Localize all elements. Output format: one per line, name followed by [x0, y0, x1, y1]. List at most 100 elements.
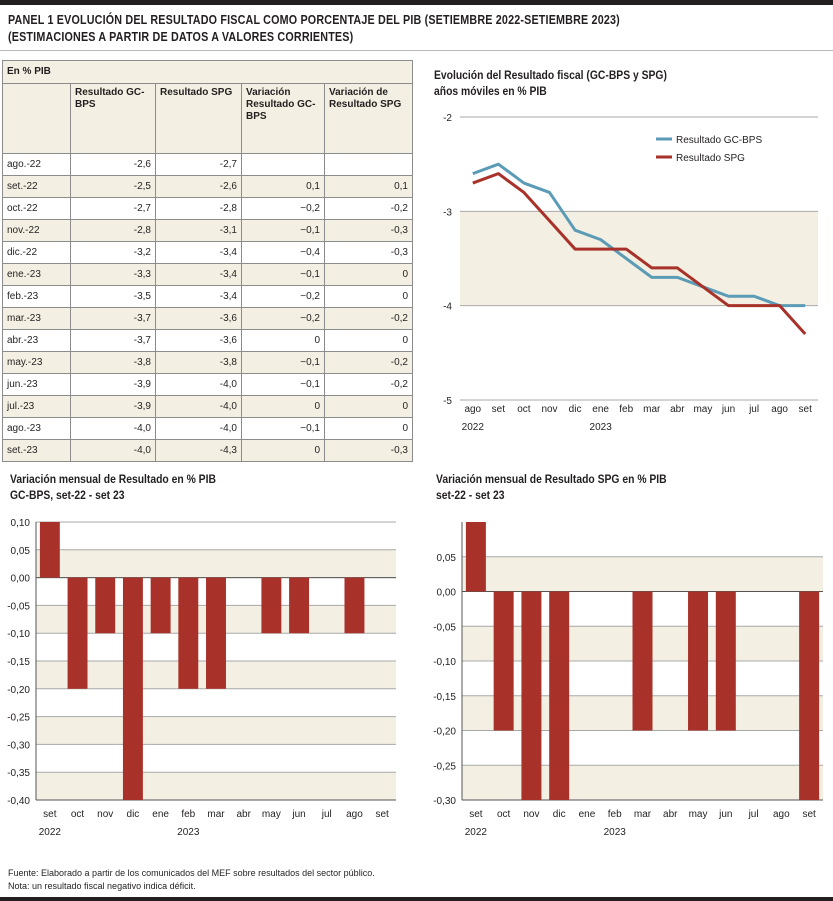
x-tick-label: mar — [634, 809, 652, 820]
table-cell-value: -3,9 — [70, 373, 156, 396]
bar — [206, 577, 226, 689]
table-row: jul.-23 -3,9 -4,0 0 0 — [2, 395, 413, 418]
chart-band — [36, 716, 396, 745]
x-tick-label: feb — [181, 809, 195, 820]
y-tick-label: -2 — [443, 113, 452, 124]
x-tick-label: ene — [592, 404, 609, 415]
x-year-label: 2023 — [177, 827, 200, 838]
x-tick-label: ene — [152, 809, 169, 820]
table-unit-label: En % PIB — [2, 60, 413, 84]
table-header-gcbps: Resultado GC-BPS — [70, 83, 156, 154]
chart-band — [36, 549, 396, 578]
table-cell-value: 0 — [324, 395, 413, 418]
table-cell-period: feb.-23 — [2, 285, 71, 308]
table-row: set.-23 -4,0 -4,3 0 -0,3 — [2, 439, 413, 462]
bar-chart-gcbps-subtitle-text: GC-BPS, set-22 - set 23 — [10, 490, 125, 502]
table-cell-value: -0,2 — [324, 307, 413, 330]
y-tick-label: -0,40 — [7, 796, 30, 807]
series-line-gcbps — [472, 162, 806, 308]
table-cell-period: set.-22 — [2, 175, 71, 198]
table-cell-period: mar.-23 — [2, 307, 71, 330]
bar — [344, 577, 365, 634]
x-tick-label: dic — [553, 809, 566, 820]
table-row: nov.-22 -2,8 -3,1 −0,1 -0,3 — [2, 219, 413, 242]
table-cell-value: -2,5 — [70, 175, 156, 198]
footnote-note: Nota: un resultado fiscal negativo indic… — [8, 881, 196, 891]
table-cell-value: -3,8 — [155, 351, 242, 374]
table-cell-value: 0 — [324, 263, 413, 286]
x-year-label: 2022 — [462, 422, 485, 433]
table-cell-value: -4,3 — [155, 439, 242, 462]
y-tick-label: -4 — [443, 302, 452, 313]
table-cell-value: −0,1 — [241, 373, 325, 396]
y-tick-label: -0,15 — [433, 692, 456, 703]
footnote-source: Fuente: Elaborado a partir de los comuni… — [8, 868, 375, 878]
table-cell-value: -3,6 — [155, 307, 242, 330]
x-tick-label: mar — [207, 809, 225, 820]
line-chart-title-text: Evolución del Resultado fiscal (GC-BPS y… — [434, 70, 667, 82]
chart-band — [36, 772, 396, 800]
bar — [799, 591, 820, 800]
table-row: ene.-23 -3,3 -3,4 −0,1 0 — [2, 263, 413, 286]
table-body: ago.-22 -2,6 -2,7 set.-22 -2,5 -2,6 0,1 0,1 oct.… — [2, 153, 413, 462]
bar — [549, 591, 570, 800]
table-cell-value: -3,9 — [70, 395, 156, 418]
y-tick-label: -0,05 — [7, 601, 30, 612]
table-cell-value: -4,0 — [155, 395, 242, 418]
table-cell-value: 0 — [241, 329, 325, 352]
y-tick-label: -0,35 — [7, 768, 30, 779]
y-tick-label: -0,15 — [7, 657, 30, 668]
y-tick-label: 0,00 — [437, 588, 457, 599]
table-cell-value: -0,3 — [324, 241, 413, 264]
x-tick-label: dic — [127, 809, 140, 820]
x-tick-label: mar — [643, 404, 661, 415]
x-tick-label: may — [262, 809, 281, 820]
bar-chart-gcbps: 0,10 0,05 0,00 -0,05 -0,10 -0,15 -0,20 -0,25 -0,… — [7, 518, 396, 838]
x-tick-label: jul — [748, 809, 759, 820]
table-cell-value: -3,4 — [155, 241, 242, 264]
x-tick-label: jun — [291, 809, 305, 820]
line-chart-subtitle-text: años móviles en % PIB — [434, 86, 547, 98]
table-row: ago.-22 -2,6 -2,7 — [2, 153, 413, 176]
y-tick-label: -3 — [443, 207, 452, 218]
table-row: oct.-22 -2,7 -2,8 −0,2 -0,2 — [2, 197, 413, 220]
table-cell-period: jul.-23 — [2, 395, 71, 418]
x-tick-label: jun — [721, 404, 735, 415]
table-cell-value: -0,2 — [324, 197, 413, 220]
table-cell-value: −0,1 — [241, 263, 325, 286]
line-chart-title: Evolución del Resultado fiscal (GC-BPS y… — [434, 68, 667, 100]
chart-band — [462, 765, 823, 800]
x-tick-label: oct — [71, 809, 85, 820]
x-tick-label: dic — [569, 404, 582, 415]
series-line-spg — [472, 172, 807, 335]
y-tick-label: 0,10 — [11, 518, 31, 529]
table-cell-value: −0,1 — [241, 417, 325, 440]
table-cell-value: -0,3 — [324, 439, 413, 462]
table-cell-value: -0,3 — [324, 219, 413, 242]
table-cell-value: 0 — [324, 285, 413, 308]
bar — [688, 591, 709, 731]
bar — [289, 577, 310, 634]
table-cell-period: nov.-22 — [2, 219, 71, 242]
bar — [521, 591, 542, 800]
x-year-label: 2022 — [39, 827, 62, 838]
x-tick-label: feb — [619, 404, 633, 415]
table-cell-value: -3,6 — [155, 329, 242, 352]
table-header-period — [2, 83, 71, 154]
table-cell-value: 0,1 — [324, 175, 413, 198]
table-cell-value: -2,7 — [70, 197, 156, 220]
top-rule — [0, 0, 833, 5]
table-cell-period: set.-23 — [2, 439, 71, 462]
title-separator — [0, 50, 833, 51]
legend-label: Resultado GC-BPS — [676, 135, 762, 146]
panel-title: PANEL 1 EVOLUCIÓN DEL RESULTADO FISCAL C… — [8, 12, 799, 46]
table-cell-period: ago.-22 — [2, 153, 71, 176]
x-tick-label: set — [469, 809, 483, 820]
table-cell-value: -2,8 — [155, 197, 242, 220]
x-tick-label: nov — [523, 809, 539, 820]
table-cell-value: −0,4 — [241, 241, 325, 264]
panel-title-line2: (ESTIMACIONES A PARTIR DE DATOS A VALORE… — [8, 30, 354, 44]
y-tick-label: -0,05 — [433, 622, 456, 633]
table-row: jun.-23 -3,9 -4,0 −0,1 -0,2 — [2, 373, 413, 396]
